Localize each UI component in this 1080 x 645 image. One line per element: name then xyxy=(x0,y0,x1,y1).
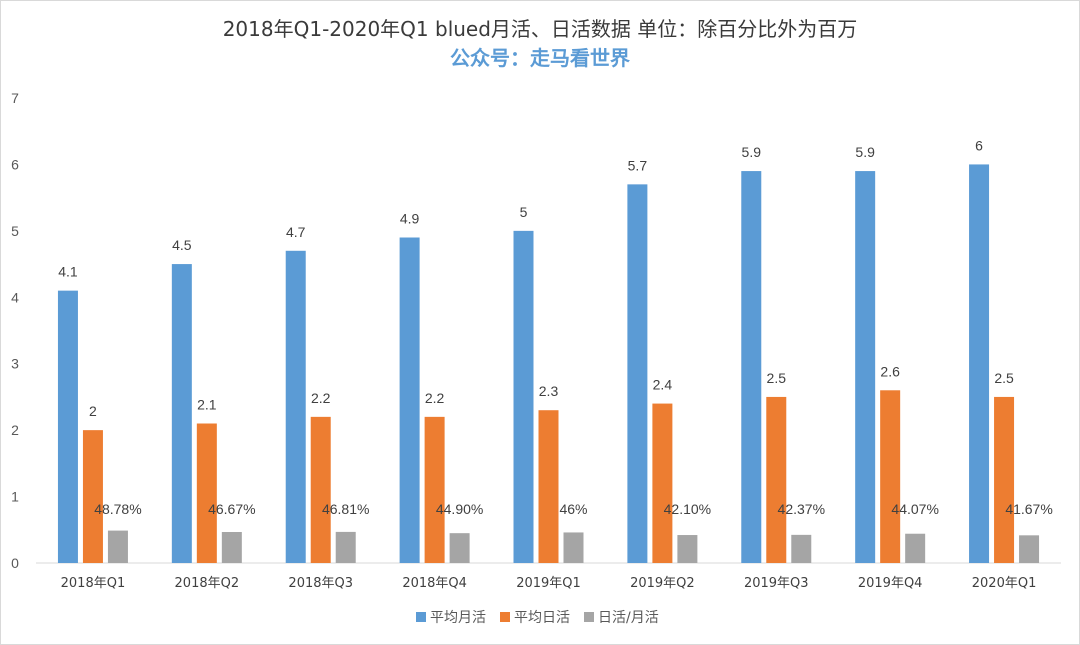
y-axis: 0 1 2 3 4 5 6 7 xyxy=(11,90,19,571)
data-label: 2.5 xyxy=(767,370,787,386)
data-label: 2.4 xyxy=(653,377,673,393)
data-label: 5.9 xyxy=(855,144,875,160)
x-tick-label: 2018年Q4 xyxy=(402,576,467,591)
bar-mau xyxy=(285,250,306,564)
data-label: 4.5 xyxy=(172,237,192,253)
data-label: 5 xyxy=(520,204,528,220)
y-tick-label: 6 xyxy=(11,156,19,172)
x-tick-label: 2018年Q1 xyxy=(61,576,126,591)
bar-dau xyxy=(652,403,673,563)
x-tick-label: 2019年Q3 xyxy=(744,576,809,591)
bar-mau xyxy=(57,290,78,563)
legend-label: 平均日活 xyxy=(514,610,570,626)
bar-mau xyxy=(627,184,648,563)
bar-dau xyxy=(880,390,901,563)
legend: 平均月活 平均日活 日活/月活 xyxy=(416,610,659,626)
chart-title: 2018年Q1-2020年Q1 blued月活、日活数据 单位：除百分比外为百万 xyxy=(223,17,858,41)
y-tick-label: 1 xyxy=(11,489,19,505)
chart-subtitle: 公众号：走马看世界 xyxy=(450,46,630,70)
x-tick-label: 2019年Q2 xyxy=(630,576,695,591)
bar-dau xyxy=(310,416,331,563)
x-tick-label: 2018年Q2 xyxy=(175,576,240,591)
bar-mau xyxy=(513,230,534,563)
bar-dau xyxy=(82,430,103,563)
x-tick-label: 2020年Q1 xyxy=(972,576,1037,591)
bar-ratio xyxy=(1019,535,1040,563)
bar-ratio xyxy=(449,533,470,563)
x-tick-label: 2019年Q4 xyxy=(858,576,923,591)
x-tick-label: 2019年Q1 xyxy=(516,576,581,591)
legend-label: 日活/月活 xyxy=(598,610,659,626)
bar-dau xyxy=(766,396,787,563)
bar-mau xyxy=(399,237,420,563)
data-label: 2.3 xyxy=(539,383,559,399)
data-label: 4.1 xyxy=(58,264,78,280)
data-label: 2.5 xyxy=(994,370,1014,386)
data-label: 2.2 xyxy=(311,390,331,406)
data-label: 42.10% xyxy=(664,501,711,517)
data-label: 5.7 xyxy=(628,157,648,173)
data-label: 5.9 xyxy=(742,144,762,160)
y-tick-label: 4 xyxy=(11,289,19,305)
y-tick-label: 3 xyxy=(11,356,19,372)
bar-ratio xyxy=(677,535,698,563)
y-tick-label: 0 xyxy=(11,555,19,571)
bar-dau xyxy=(994,396,1015,563)
x-axis: 2018年Q1 2018年Q2 2018年Q3 2018年Q4 2019年Q1 2019年… xyxy=(61,576,1037,591)
bar-dau xyxy=(424,416,445,563)
legend-swatch xyxy=(416,612,426,622)
data-label: 44.90% xyxy=(436,501,483,517)
data-label: 2.2 xyxy=(425,390,445,406)
bar-ratio xyxy=(905,533,926,563)
data-label: 46.67% xyxy=(208,501,255,517)
data-label: 2.1 xyxy=(197,397,217,413)
legend-swatch xyxy=(500,612,510,622)
y-tick-label: 5 xyxy=(11,223,19,239)
data-label: 42.37% xyxy=(778,501,825,517)
bar-mau xyxy=(855,171,876,564)
bar-mau xyxy=(969,164,990,563)
bar-ratio xyxy=(791,534,812,563)
data-label: 6 xyxy=(975,137,983,153)
x-tick-label: 2018年Q3 xyxy=(288,576,353,591)
y-tick-label: 2 xyxy=(11,422,19,438)
data-label: 41.67% xyxy=(1005,501,1052,517)
data-label: 4.9 xyxy=(400,211,420,227)
data-label: 46% xyxy=(559,501,587,517)
bar-dau xyxy=(196,423,217,563)
legend-label: 平均月活 xyxy=(430,610,486,626)
bar-mau xyxy=(741,171,762,564)
bar-mau xyxy=(171,264,192,563)
bar-ratio xyxy=(335,531,356,563)
bar-ratio xyxy=(563,532,584,563)
bar-ratio xyxy=(107,530,128,563)
data-label: 2 xyxy=(89,403,97,419)
data-label: 48.78% xyxy=(94,501,141,517)
legend-swatch xyxy=(584,612,594,622)
data-label: 44.07% xyxy=(891,501,938,517)
data-label: 2.6 xyxy=(880,363,900,379)
plot-area: 4.1 2 48.78% 4.5 2.1 46.67% 4.7 2.2 46.81% 4.9 2.2… xyxy=(57,137,1053,564)
data-label: 46.81% xyxy=(322,501,369,517)
data-label: 4.7 xyxy=(286,224,306,240)
y-tick-label: 7 xyxy=(11,90,19,106)
bar-dau xyxy=(538,410,559,563)
bar-ratio xyxy=(221,531,242,563)
